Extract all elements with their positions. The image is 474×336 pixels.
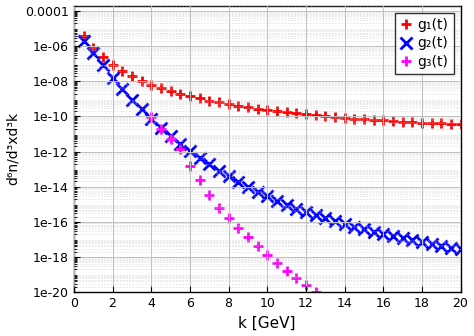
X-axis label: k [GeV]: k [GeV] (238, 316, 296, 330)
Y-axis label: d⁶n/d³xd³k: d⁶n/d³xd³k (6, 112, 19, 185)
Legend: g₁(t), g₂(t), g₃(t): g₁(t), g₂(t), g₃(t) (395, 13, 454, 74)
